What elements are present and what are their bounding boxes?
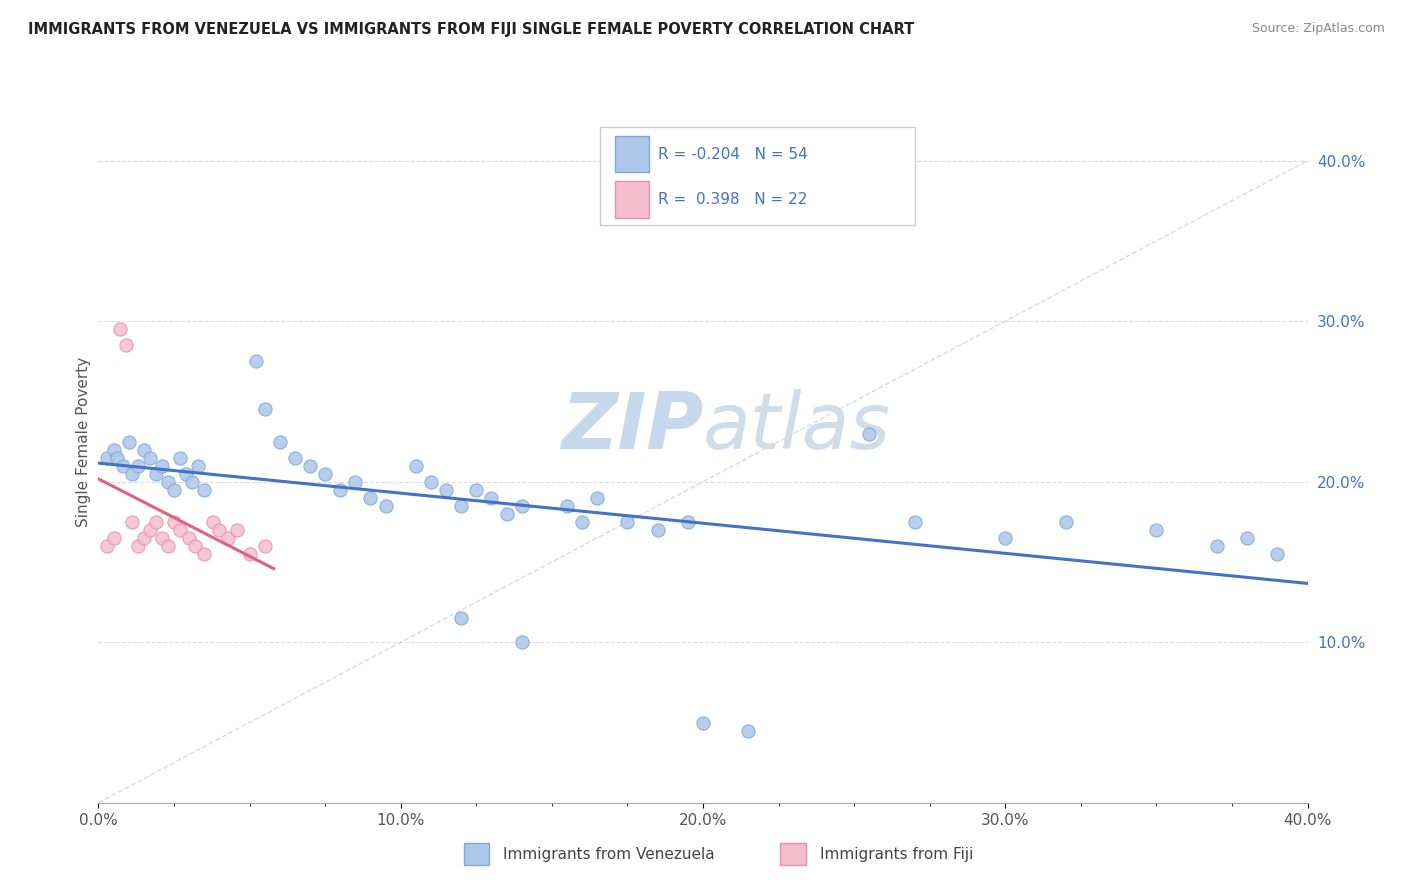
Point: [193, 547, 215, 561]
Point: [253, 539, 276, 553]
Point: [96, 450, 118, 465]
Y-axis label: Single Female Poverty: Single Female Poverty: [76, 357, 91, 526]
Point: [904, 515, 927, 529]
Point: [676, 515, 699, 529]
Point: [994, 531, 1017, 545]
Point: [187, 458, 209, 473]
Point: [111, 458, 134, 473]
Point: [121, 467, 143, 481]
Point: [245, 354, 267, 368]
Point: [163, 483, 186, 497]
Point: [374, 499, 396, 513]
Point: [405, 458, 427, 473]
Point: [193, 483, 215, 497]
Point: [118, 434, 141, 449]
Point: [586, 491, 609, 505]
Point: [174, 467, 197, 481]
Point: [169, 450, 191, 465]
Point: [360, 491, 382, 505]
Text: Source: ZipAtlas.com: Source: ZipAtlas.com: [1251, 22, 1385, 36]
Point: [114, 338, 136, 352]
Point: [1267, 547, 1289, 561]
Point: [181, 475, 204, 489]
Point: [103, 442, 125, 457]
Point: [858, 426, 880, 441]
Point: [145, 515, 167, 529]
Point: [202, 515, 225, 529]
Point: [103, 531, 125, 545]
Point: [169, 523, 191, 537]
Point: [284, 450, 307, 465]
Point: [127, 458, 149, 473]
Point: [163, 515, 186, 529]
Point: [150, 458, 173, 473]
Point: [450, 611, 472, 625]
Point: [269, 434, 291, 449]
Point: [329, 483, 352, 497]
Point: [692, 715, 714, 730]
Text: R = -0.204   N = 54: R = -0.204 N = 54: [658, 147, 808, 162]
Point: [481, 491, 503, 505]
Point: [510, 499, 533, 513]
Point: [121, 515, 143, 529]
FancyBboxPatch shape: [614, 136, 648, 172]
Point: [127, 539, 149, 553]
Point: [253, 402, 276, 417]
Point: [184, 539, 207, 553]
Text: Immigrants from Venezuela: Immigrants from Venezuela: [503, 847, 716, 862]
Text: R =  0.398   N = 22: R = 0.398 N = 22: [658, 192, 807, 207]
Text: Immigrants from Fiji: Immigrants from Fiji: [820, 847, 973, 862]
Point: [510, 635, 533, 649]
Point: [1236, 531, 1258, 545]
Point: [420, 475, 443, 489]
Point: [156, 475, 179, 489]
Text: atlas: atlas: [703, 389, 891, 465]
Point: [145, 467, 167, 481]
Text: ZIP: ZIP: [561, 389, 703, 465]
Point: [96, 539, 118, 553]
Point: [495, 507, 517, 521]
FancyBboxPatch shape: [614, 181, 648, 218]
Point: [179, 531, 201, 545]
Point: [217, 531, 239, 545]
Point: [434, 483, 457, 497]
Point: [239, 547, 262, 561]
Point: [226, 523, 249, 537]
Point: [647, 523, 669, 537]
Point: [299, 458, 322, 473]
Point: [132, 531, 155, 545]
Point: [132, 442, 155, 457]
Point: [465, 483, 488, 497]
Point: [139, 523, 162, 537]
Point: [1054, 515, 1077, 529]
Point: [344, 475, 367, 489]
Point: [571, 515, 593, 529]
Point: [450, 499, 472, 513]
Point: [139, 450, 162, 465]
Point: [314, 467, 336, 481]
Point: [1144, 523, 1167, 537]
Point: [616, 515, 638, 529]
Point: [156, 539, 179, 553]
Text: IMMIGRANTS FROM VENEZUELA VS IMMIGRANTS FROM FIJI SINGLE FEMALE POVERTY CORRELAT: IMMIGRANTS FROM VENEZUELA VS IMMIGRANTS …: [28, 22, 914, 37]
FancyBboxPatch shape: [600, 128, 915, 225]
Point: [737, 723, 759, 738]
Bar: [464, 843, 489, 865]
Point: [105, 450, 128, 465]
Point: [555, 499, 578, 513]
Point: [108, 322, 131, 336]
Bar: [780, 843, 806, 865]
Point: [1206, 539, 1229, 553]
Point: [150, 531, 173, 545]
Point: [208, 523, 231, 537]
